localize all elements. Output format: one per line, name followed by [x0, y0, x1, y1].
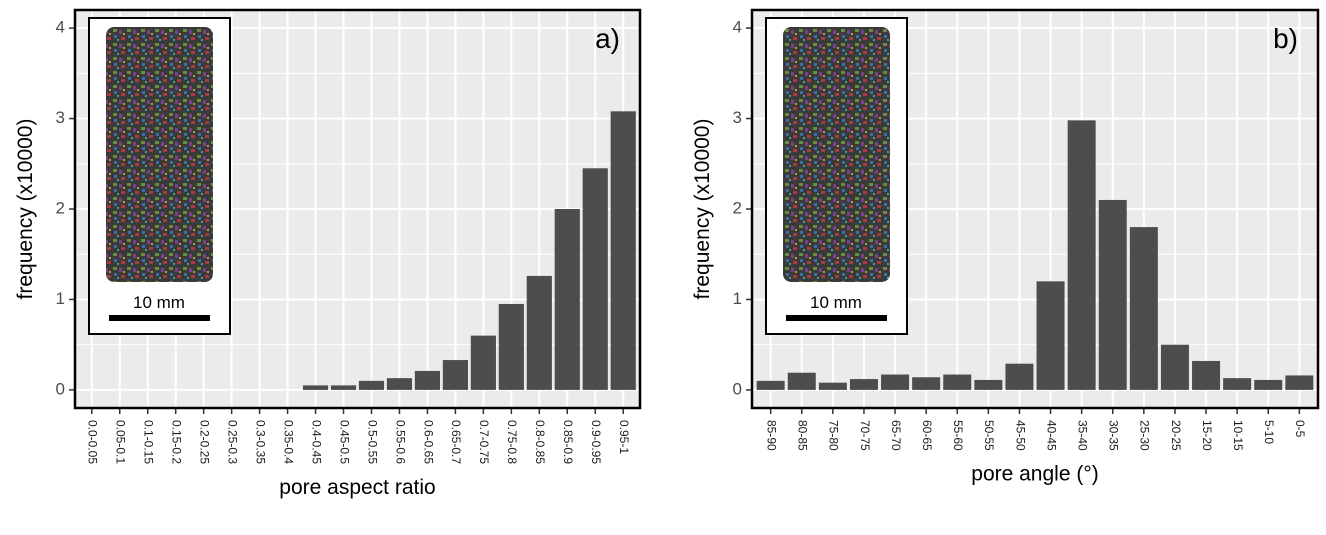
plot-frame [73, 8, 642, 410]
bar [554, 209, 580, 390]
x-tick-label: 5-10 [1262, 420, 1276, 444]
inset-sample-image [783, 27, 890, 282]
y-tick-label: 3 [733, 108, 742, 127]
x-tick-label: 65-70 [889, 420, 903, 451]
y-tick-label: 1 [733, 289, 742, 308]
y-tick-label: 0 [733, 379, 742, 398]
y-tick-label: 2 [733, 198, 742, 217]
bar [818, 382, 847, 390]
bar [943, 374, 972, 390]
x-tick-label: 0.55-0.6 [393, 420, 407, 464]
x-tick-label: 0.6-0.65 [421, 420, 435, 464]
plot-frame [750, 8, 1320, 410]
bar [386, 378, 413, 390]
bar [526, 275, 552, 390]
scale-bar-label: 10 mm [133, 293, 185, 312]
y-tick-label: 4 [56, 18, 65, 37]
panel-label: b) [1273, 23, 1298, 54]
panel-label: a) [595, 23, 620, 54]
x-tick-label: 0.85-0.9 [561, 420, 575, 464]
bar [1223, 378, 1252, 390]
x-tick-label: 10-15 [1231, 420, 1245, 451]
bar [498, 303, 524, 390]
x-tick-label: 45-50 [1013, 420, 1027, 451]
bar [414, 370, 441, 390]
x-tick-label: 85-90 [764, 420, 778, 451]
x-axis-title: pore angle (°) [971, 463, 1098, 486]
x-tick-label: 15-20 [1200, 420, 1214, 451]
x-tick-label: 40-45 [1044, 420, 1058, 451]
x-tick-label: 75-80 [827, 420, 841, 451]
x-tick-label: 0.65-0.7 [449, 420, 463, 464]
x-tick-label: 50-55 [982, 420, 996, 451]
bar [582, 168, 608, 390]
bar [610, 111, 636, 390]
x-tick-label: 0.2-0.25 [197, 420, 211, 464]
x-tick-label: 0.25-0.3 [225, 420, 239, 464]
x-tick-label: 0-5 [1293, 420, 1307, 438]
bar [1098, 199, 1127, 390]
y-axis-title: frequency (x10000) [14, 119, 37, 300]
bar [849, 379, 878, 390]
bar [1192, 360, 1221, 390]
bar [787, 372, 816, 390]
x-tick-label: 0.4-0.45 [309, 420, 323, 464]
x-tick-label: 70-75 [858, 420, 872, 451]
bar [442, 360, 468, 390]
x-tick-label: 0.1-0.15 [142, 420, 156, 464]
bar [358, 380, 385, 390]
x-tick-label: 80-85 [796, 420, 810, 451]
x-tick-label: 0.7-0.75 [477, 420, 491, 464]
bar [1160, 344, 1189, 390]
bar [1285, 375, 1314, 390]
x-tick-label: 0.3-0.35 [253, 420, 267, 464]
bar [1005, 363, 1034, 390]
x-tick-label: 25-30 [1138, 420, 1152, 451]
bar [302, 385, 329, 390]
bar [1067, 120, 1096, 390]
x-tick-label: 0.45-0.5 [337, 420, 351, 464]
bar [1036, 281, 1065, 390]
scale-bar-label: 10 mm [810, 293, 862, 312]
x-tick-label: 0.75-0.8 [505, 420, 519, 464]
x-tick-label: 35-40 [1075, 420, 1089, 451]
x-tick-label: 30-35 [1107, 420, 1121, 451]
y-tick-label: 1 [56, 289, 65, 308]
inset-sample-image [106, 27, 213, 282]
x-axis-title: pore aspect ratio [279, 476, 435, 499]
x-tick-label: 0.0-0.05 [86, 420, 100, 464]
bar [912, 377, 941, 390]
x-tick-label: 60-65 [920, 420, 934, 451]
bar [974, 379, 1003, 390]
x-tick-label: 0.15-0.2 [170, 420, 184, 464]
bar [330, 385, 357, 390]
bar [1254, 379, 1283, 390]
x-tick-label: 0.8-0.85 [533, 420, 547, 464]
x-tick-label: 0.9-0.95 [589, 420, 603, 464]
x-tick-label: 0.35-0.4 [281, 420, 295, 464]
y-tick-label: 2 [56, 198, 65, 217]
bar [756, 380, 785, 390]
x-tick-label: 20-25 [1169, 420, 1183, 451]
bar [1129, 227, 1158, 390]
y-tick-label: 4 [733, 18, 742, 37]
x-tick-label: 0.05-0.1 [114, 420, 128, 464]
y-tick-label: 0 [56, 379, 65, 398]
y-tick-label: 3 [56, 108, 65, 127]
x-tick-label: 0.95-1 [617, 420, 631, 454]
bar [881, 374, 910, 390]
x-tick-label: 55-60 [951, 420, 965, 451]
bar [470, 335, 496, 390]
x-tick-label: 0.5-0.55 [365, 420, 379, 464]
y-axis-title: frequency (x10000) [691, 119, 714, 300]
